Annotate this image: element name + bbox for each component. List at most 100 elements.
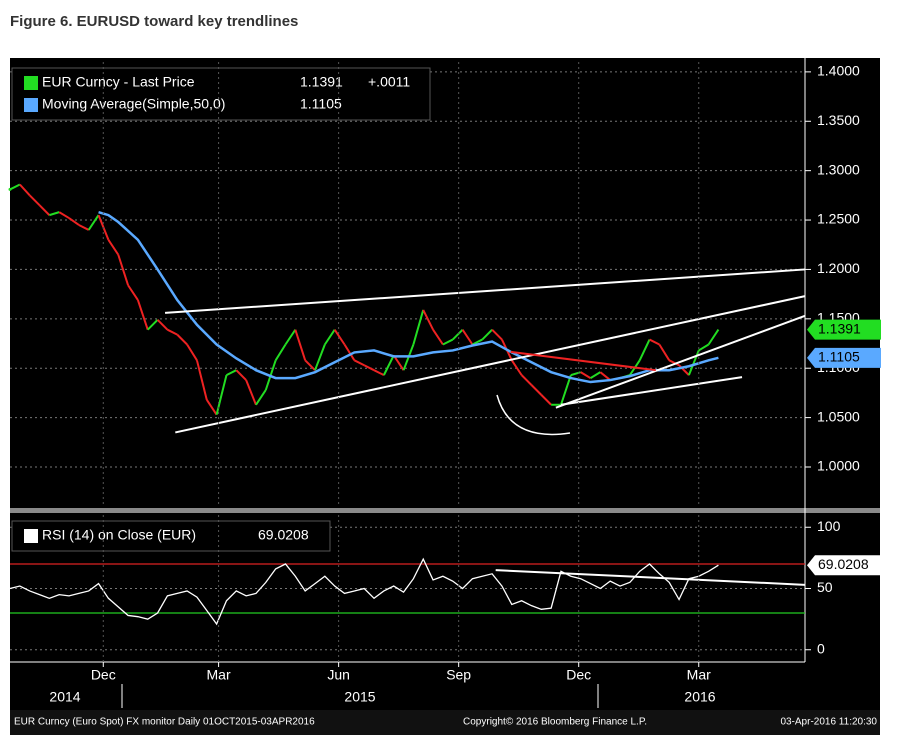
- legend-label: Moving Average(Simple,50,0): [42, 96, 225, 112]
- value-flag: [807, 347, 881, 368]
- y-tick-label: 50: [817, 579, 833, 595]
- price-segment: [540, 394, 552, 406]
- footer-bar: [10, 710, 880, 735]
- x-tick-label: Mar: [207, 667, 231, 683]
- legend-swatch: [24, 76, 38, 90]
- price-segment: [87, 214, 100, 231]
- x-tick-label: Dec: [91, 667, 116, 683]
- price-segment: [9, 183, 21, 191]
- price-segment: [274, 343, 287, 361]
- price-segment: [687, 350, 700, 376]
- price-segment: [580, 371, 592, 379]
- x-tick-label: Dec: [566, 667, 591, 683]
- price-segment: [205, 399, 218, 416]
- legend-value: 1.1105: [300, 96, 342, 112]
- trendline: [495, 569, 806, 586]
- footer-center: Copyright© 2016 Bloomberg Finance L.P.: [463, 717, 647, 728]
- price-segment: [471, 338, 483, 346]
- x-tick-label: Mar: [687, 667, 711, 683]
- x-tick-label: Sep: [446, 667, 471, 683]
- price-segment: [58, 211, 70, 219]
- price-segment: [363, 364, 375, 372]
- price-segment: [530, 384, 543, 396]
- legend-box: [11, 67, 431, 121]
- series-line: [9, 557, 719, 626]
- chart-background: [10, 58, 880, 735]
- y-tick-label: 0: [817, 640, 825, 656]
- y-tick-label: 1.2000: [817, 260, 860, 276]
- price-segment: [38, 204, 51, 216]
- price-segment: [658, 343, 671, 361]
- price-segment: [392, 354, 405, 371]
- price-segment: [195, 360, 208, 401]
- price-segment: [353, 359, 365, 367]
- price-segment: [668, 359, 680, 367]
- y-tick-label: 1.3500: [817, 112, 860, 128]
- value-flag-label: 1.1105: [818, 349, 860, 365]
- y-tick-label: 1.2500: [817, 211, 860, 227]
- price-segment: [186, 343, 198, 361]
- price-segment: [520, 374, 533, 386]
- legend-swatch: [24, 529, 38, 543]
- panel-separator: [10, 508, 880, 513]
- trendline: [175, 295, 806, 434]
- legend-swatch: [24, 98, 38, 112]
- legend-value: 69.0208: [258, 527, 309, 543]
- value-flag-label: 69.0208: [818, 556, 869, 572]
- price-segment: [589, 371, 601, 379]
- price-segment: [245, 379, 257, 406]
- price-segment: [176, 333, 188, 346]
- y-tick-label: 100: [817, 518, 841, 534]
- price-segment: [382, 354, 395, 376]
- footer-left: EUR Curncy (Euro Spot) FX monitor Daily …: [14, 717, 315, 728]
- price-segment: [422, 309, 434, 331]
- price-segment: [136, 299, 149, 331]
- price-segment: [481, 328, 493, 341]
- price-segment: [343, 343, 356, 361]
- legend-change: +.0011: [368, 74, 410, 90]
- price-segment: [117, 254, 130, 286]
- price-segment: [638, 339, 651, 361]
- price-segment: [333, 329, 346, 346]
- price-segment: [324, 329, 336, 346]
- x-tick-label: Jun: [327, 667, 350, 683]
- legend-box: [11, 520, 331, 552]
- price-segment: [698, 343, 710, 352]
- price-segment: [461, 329, 474, 346]
- legend-label: RSI (14) on Close (EUR): [42, 527, 196, 543]
- price-segment: [294, 329, 307, 361]
- footer-right: 03-Apr-2016 11:20:30: [780, 717, 877, 728]
- price-segment: [156, 319, 169, 331]
- price-segment: [226, 369, 237, 377]
- value-flag: [807, 319, 881, 340]
- value-flag-label: 1.1391: [818, 320, 861, 336]
- price-segment: [28, 194, 41, 206]
- price-segment: [707, 329, 720, 346]
- figure-title: Figure 6. EURUSD toward key trendlines: [10, 13, 298, 30]
- price-segment: [304, 359, 316, 371]
- year-label: 2016: [684, 689, 715, 705]
- trendline: [164, 268, 806, 314]
- y-tick-label: 1.0500: [817, 408, 860, 424]
- price-segment: [510, 359, 523, 376]
- year-label: 2015: [344, 689, 375, 705]
- price-segment: [649, 338, 660, 346]
- price-segment: [284, 329, 297, 346]
- price-segment: [78, 224, 90, 231]
- price-segment: [147, 319, 159, 331]
- trendline: [510, 350, 656, 372]
- rounding-arc: [496, 394, 571, 436]
- trendline: [560, 376, 743, 406]
- y-tick-label: 1.3000: [817, 161, 860, 177]
- value-flag: [807, 555, 881, 576]
- price-segment: [19, 183, 31, 197]
- price-segment: [599, 371, 611, 381]
- price-segment: [127, 284, 139, 301]
- price-segment: [166, 328, 178, 336]
- legend-label: EUR Curncy - Last Price: [42, 74, 195, 90]
- price-segment: [412, 309, 425, 345]
- price-segment: [314, 344, 326, 371]
- y-tick-label: 1.4000: [817, 63, 860, 79]
